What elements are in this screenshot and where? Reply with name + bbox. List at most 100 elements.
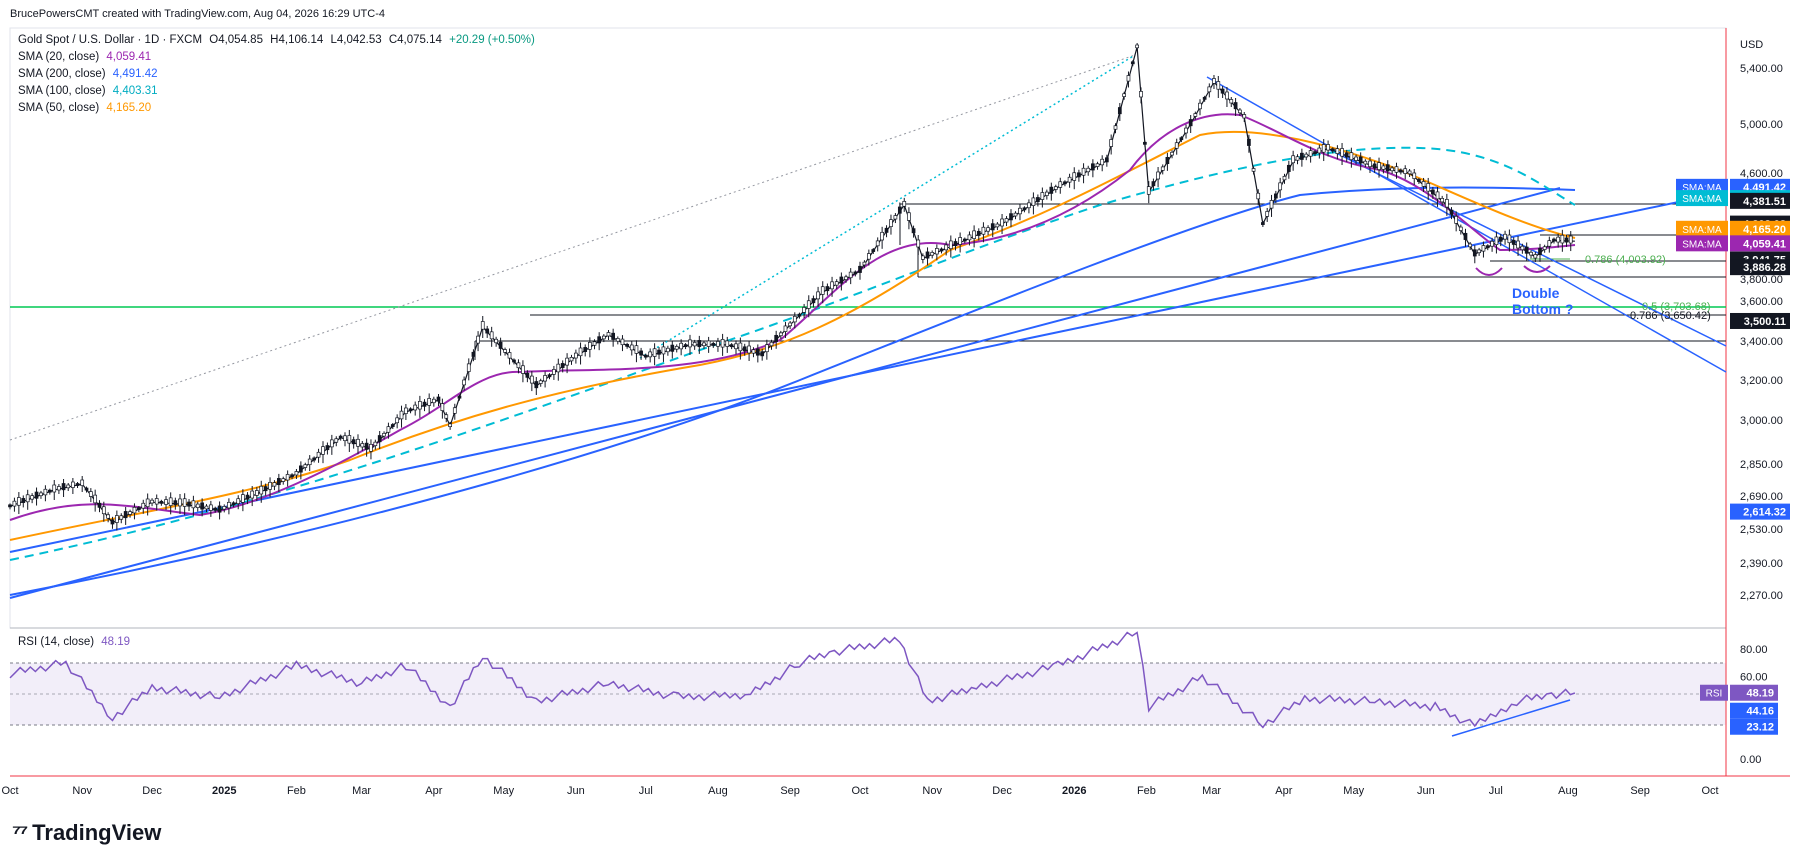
candle-body	[1004, 218, 1009, 223]
candle-body	[560, 363, 565, 368]
candle-body	[1435, 191, 1440, 200]
tradingview-logo-icon: ⁷⁷	[12, 820, 28, 845]
time-tick-label: Apr	[425, 785, 442, 797]
indicator-legend-2[interactable]: SMA (100, close) 4,403.31	[18, 85, 158, 97]
candle-body	[373, 441, 378, 447]
price-axis-ticks[interactable]: 5,400.005,000.004,600.004,200.003,800.00…	[1740, 63, 1783, 602]
candle-body	[1330, 148, 1335, 152]
candle-body	[97, 502, 102, 508]
candle-body	[556, 363, 561, 373]
candle-body	[418, 401, 422, 410]
candle-body	[1358, 156, 1363, 164]
candle-body	[778, 332, 783, 337]
candle-body	[1067, 176, 1072, 183]
candle-body	[1031, 197, 1036, 206]
candle-body	[321, 446, 325, 455]
candle-body	[1458, 226, 1463, 231]
price-tag-value: 4,059.41	[1743, 238, 1786, 250]
indicator-legend-3[interactable]: SMA (50, close) 4,165.20	[18, 102, 151, 114]
price-tag-value: 4,165.20	[1743, 224, 1786, 236]
candle-body	[1349, 152, 1354, 161]
candle-body	[343, 435, 347, 442]
candle-body	[57, 486, 61, 491]
candle-body	[245, 494, 250, 500]
tradingview-logo[interactable]: ⁷⁷ TradingView	[12, 820, 161, 846]
rsi-axis-ticks[interactable]: 80.00 60.00 0.00	[1740, 644, 1768, 766]
price-tick-label: 5,000.00	[1740, 119, 1783, 131]
price-tag-box	[1730, 503, 1790, 520]
candle-body	[1135, 44, 1139, 49]
time-tick-label: Jul	[639, 785, 653, 797]
candle-body	[939, 248, 944, 252]
symbol-legend[interactable]: Gold Spot / U.S. Dollar · 1D · FXCM O4,0…	[18, 34, 535, 46]
candle-body	[404, 407, 408, 414]
candle-body	[369, 443, 373, 452]
candle-body	[356, 438, 360, 447]
chart-attribution: BrucePowersCMT created with TradingView.…	[10, 8, 386, 20]
candle-body	[431, 398, 436, 404]
candle-body	[154, 498, 159, 505]
candle-body	[75, 483, 80, 486]
indicator-label: SMA (20, close)	[18, 51, 100, 63]
candle-body	[1485, 245, 1490, 249]
candle-body	[1304, 153, 1309, 158]
candle-body	[1520, 245, 1525, 251]
candle-body	[760, 351, 765, 357]
sma-200-line	[9, 186, 1576, 596]
candle-body	[1160, 166, 1165, 171]
candle-body	[1130, 61, 1135, 65]
symbol-name: Gold Spot / U.S. Dollar · 1D · FXCM	[18, 34, 203, 46]
open-value: O4,054.85	[209, 34, 263, 46]
candle-body	[521, 365, 525, 374]
candle-body	[422, 401, 427, 407]
candle-body	[670, 344, 675, 352]
indicator-value: 4,491.42	[112, 68, 158, 80]
candle-body	[312, 457, 316, 461]
price-tick-label: 3,200.00	[1740, 375, 1783, 387]
candle-body	[853, 271, 858, 275]
candle-body	[921, 255, 925, 260]
candle-body	[307, 458, 312, 466]
candle-body	[538, 380, 543, 384]
time-tick-label: May	[493, 785, 514, 797]
rsi-legend[interactable]: RSI (14, close) 48.19	[18, 636, 130, 648]
indicator-legend-0[interactable]: SMA (20, close) 4,059.41	[18, 51, 151, 63]
price-tick-label: 3,000.00	[1740, 415, 1783, 427]
price-tick-label: 2,690.00	[1740, 491, 1783, 503]
candle-body	[413, 404, 418, 411]
price-pane[interactable]	[9, 27, 1727, 629]
candle-body	[494, 338, 498, 344]
candle-body	[1552, 238, 1556, 242]
candle-body	[386, 426, 391, 433]
candle-body	[1511, 239, 1516, 245]
time-axis-ticks[interactable]: Oct Nov Dec 2025 Feb Mar Apr May Jun Jul Aug Sep Oct…	[1, 785, 1718, 797]
candle-body	[236, 498, 241, 504]
candle-body	[884, 227, 889, 233]
candle-body	[47, 489, 52, 493]
candle-body	[692, 342, 697, 347]
candle-body	[1095, 163, 1100, 167]
candle-body	[1216, 81, 1221, 90]
price-tag-value: 2,614.32	[1743, 507, 1786, 519]
time-tick-label: 2025	[212, 785, 236, 797]
price-tick-label: 3,600.00	[1740, 296, 1783, 308]
drawings-layer	[9, 54, 1727, 737]
candle-body	[543, 375, 547, 382]
price-tick-label: 2,270.00	[1740, 590, 1783, 602]
candle-body	[788, 322, 792, 327]
indicator-legend-1[interactable]: SMA (200, close) 4,491.42	[18, 68, 158, 80]
candle-body	[1282, 175, 1287, 181]
candle-body	[916, 239, 921, 248]
candle-body	[820, 286, 825, 295]
candle-body	[1117, 107, 1122, 115]
candle-body	[953, 241, 958, 247]
price-tag-value: 3,500.11	[1744, 316, 1786, 328]
candle-body	[976, 230, 981, 236]
candle-body	[254, 490, 259, 496]
long-trendline-2	[9, 187, 1561, 599]
double-bottom-arc-1	[1475, 267, 1503, 276]
candle-body	[241, 494, 245, 503]
candle-body	[897, 206, 902, 214]
candle-body	[1091, 163, 1095, 171]
